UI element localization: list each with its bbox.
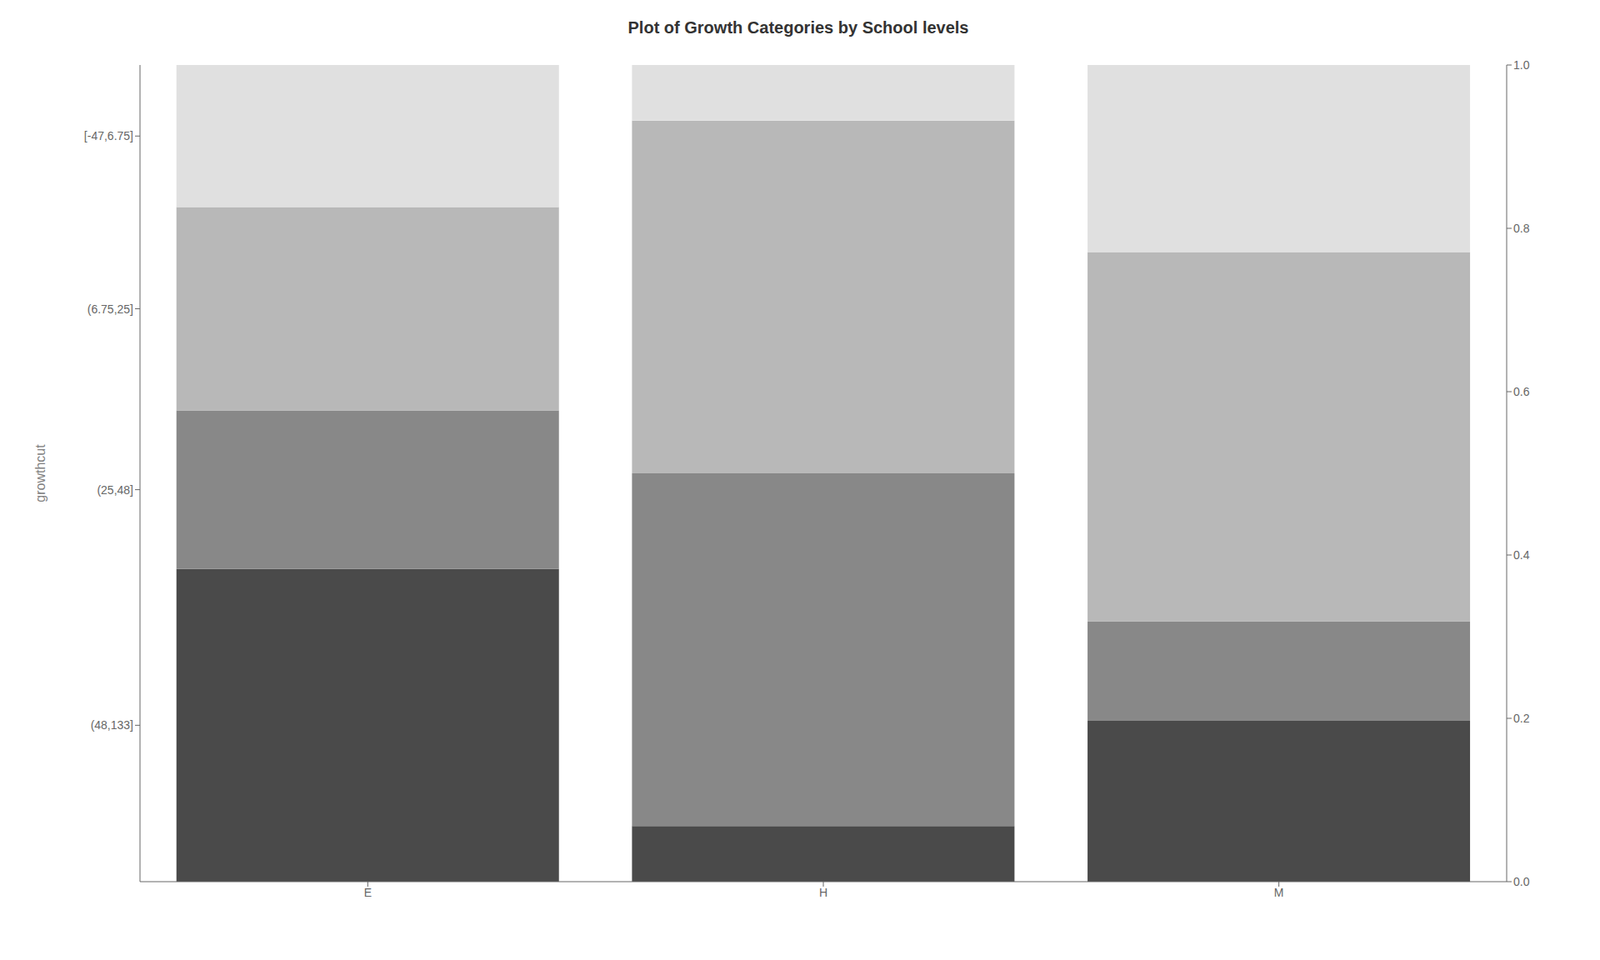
html-text:Plot of Growth Categories by S: Plot of Growth Categories by School leve… <box>627 18 969 37</box>
svg-text:E: E <box>364 885 372 900</box>
svg-text:0.6: 0.6 <box>1513 385 1530 399</box>
svg-text:(6.75,25]: (6.75,25] <box>87 302 134 316</box>
svg-text:H: H <box>819 885 828 900</box>
svg-text:0.2: 0.2 <box>1513 711 1530 725</box>
svg-text:M: M <box>1274 885 1285 900</box>
svg-text:(48,133]: (48,133] <box>90 718 134 732</box>
svg-text:1.0: 1.0 <box>1513 58 1530 72</box>
svg-text:0.4: 0.4 <box>1513 548 1530 562</box>
svg-text:(25,48]: (25,48] <box>96 483 134 497</box>
svg-text:0.0: 0.0 <box>1513 875 1530 889</box>
svg-text:growthcut: growthcut <box>33 444 48 503</box>
svg-text:[-47,6.75]: [-47,6.75] <box>84 129 134 143</box>
svg-text:0.8: 0.8 <box>1513 221 1530 235</box>
